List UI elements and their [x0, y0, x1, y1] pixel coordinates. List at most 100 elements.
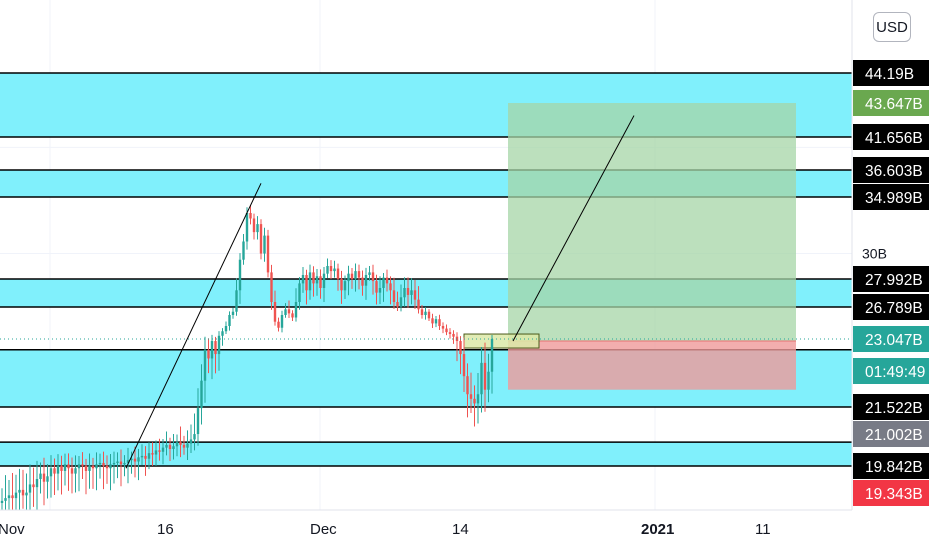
candle-body: [273, 301, 277, 322]
candle-body: [172, 446, 175, 450]
price-axis[interactable]: 50B30B44.19B43.647B41.656B36.603B34.989B…: [851, 0, 932, 510]
candle-body: [399, 297, 403, 307]
candle-body: [11, 495, 14, 499]
candle-body: [119, 461, 123, 465]
long-position-tool[interactable]: [463, 103, 796, 390]
candle-body: [378, 287, 382, 293]
candle-body: [196, 408, 200, 435]
price-label-box: [853, 90, 929, 116]
candle-body: [483, 362, 487, 390]
price-label-text: 21.522B: [865, 400, 923, 417]
candle-body: [462, 354, 466, 377]
time-axis-label: 16: [157, 521, 174, 538]
candle-body: [256, 224, 259, 233]
candle-body: [116, 461, 119, 463]
price-label-text: 34.989B: [865, 190, 923, 207]
candle-body: [98, 462, 102, 465]
candle-body: [147, 453, 151, 459]
candle-body: [0, 500, 4, 503]
trendline-rally: [125, 183, 262, 469]
candle-body: [333, 268, 336, 272]
candle-body: [354, 271, 357, 279]
time-axis-label: 14: [452, 521, 469, 538]
trend-lines[interactable]: [125, 115, 635, 469]
candle-body: [371, 272, 375, 282]
price-label-box: [853, 358, 929, 384]
candle-body: [231, 311, 235, 316]
price-label-box: [853, 157, 929, 183]
price-label-box: [853, 124, 929, 150]
candle-body: [4, 498, 7, 501]
candle-body: [133, 458, 137, 462]
candle-body: [84, 465, 88, 471]
candle-body: [396, 301, 399, 307]
candle-body: [448, 332, 452, 334]
candle-body: [417, 299, 420, 310]
candle-body: [427, 311, 431, 319]
candle-body: [382, 277, 385, 288]
candle-body: [245, 212, 249, 242]
currency-button[interactable]: USD: [873, 12, 911, 42]
candle-body: [294, 301, 298, 318]
candle-body: [252, 218, 256, 233]
candle-body: [7, 495, 11, 499]
candle-body: [235, 290, 238, 312]
candle-body: [413, 290, 417, 300]
candle-body: [224, 325, 228, 332]
candle-body: [165, 444, 168, 448]
price-label-box: [853, 60, 929, 86]
candle-body: [95, 464, 98, 469]
candle-body: [336, 268, 340, 279]
candle-body: [403, 287, 406, 298]
candle-body: [319, 276, 322, 288]
candle-body: [459, 341, 462, 355]
price-label-text: 19.842B: [865, 459, 923, 476]
candle-body: [158, 450, 161, 452]
candle-body: [487, 371, 490, 390]
candle-body: [175, 442, 179, 447]
candle-body: [242, 241, 245, 260]
candle-body: [263, 235, 266, 254]
candle-body: [42, 473, 46, 482]
candle-body: [168, 444, 172, 450]
candle-body: [441, 325, 445, 329]
price-label-text: 26.789B: [865, 300, 923, 317]
candle-body: [357, 271, 361, 278]
candle-body: [154, 450, 158, 455]
candle-body: [32, 484, 35, 488]
candle-body: [49, 468, 53, 477]
candle-body: [466, 376, 469, 395]
candle-body: [434, 319, 438, 324]
time-axis[interactable]: Nov 16 Dec 14 2021 11: [0, 509, 852, 550]
price-label-text: 36.603B: [865, 163, 923, 180]
price-label-box: [853, 394, 929, 420]
price-label-box: [853, 326, 929, 352]
candle-body: [480, 362, 483, 395]
candle-body: [112, 462, 116, 465]
profit-zone: [508, 103, 796, 342]
candle-body: [179, 442, 182, 445]
candle-body: [214, 341, 217, 355]
candle-body: [35, 479, 39, 488]
candle-body: [364, 274, 368, 286]
price-label-box: [853, 184, 929, 210]
candle-body: [130, 458, 133, 461]
candle-body: [123, 462, 126, 465]
price-label-box: [853, 453, 929, 479]
candle-body: [410, 290, 413, 295]
price-label-text: 01:49:49: [865, 364, 925, 381]
candle-body: [266, 235, 270, 273]
price-label-box: [853, 266, 929, 292]
time-axis-bg: [0, 510, 852, 550]
candle-body: [210, 341, 214, 359]
candle-body: [74, 468, 77, 474]
candle-body: [347, 273, 350, 282]
time-axis-label: 11: [755, 521, 771, 538]
price-label-text: 41.656B: [865, 130, 923, 147]
candle-body: [193, 434, 196, 440]
time-axis-label: Nov: [0, 521, 25, 538]
candle-body: [284, 309, 287, 316]
candle-body: [361, 277, 364, 286]
candle-body: [326, 265, 329, 274]
